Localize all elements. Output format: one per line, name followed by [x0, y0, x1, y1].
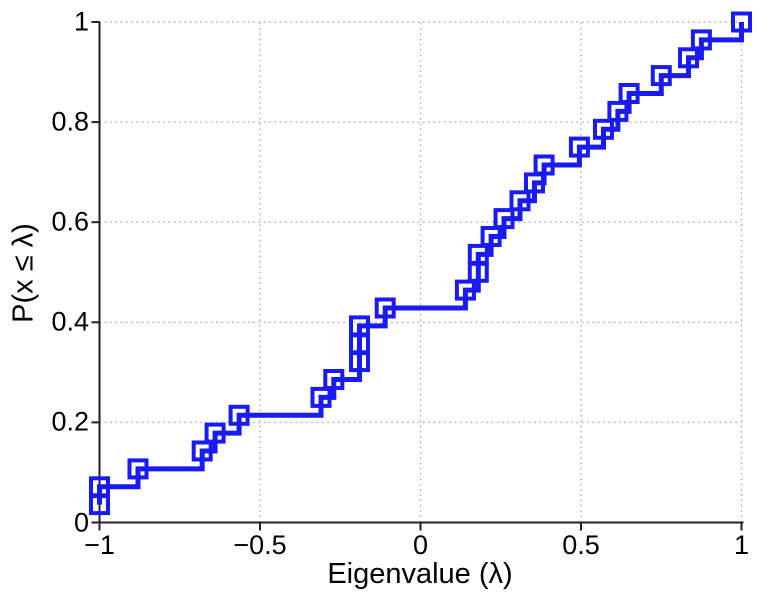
y-tick-label: 0 [73, 507, 89, 537]
y-tick-label: 0.6 [51, 206, 89, 237]
data-point-marker [480, 226, 502, 247]
data-point-marker [568, 136, 590, 158]
y-axis-label: P(x ≤ λ) [7, 223, 40, 323]
data-point-marker [731, 11, 752, 33]
y-tick-label: 1 [73, 6, 89, 37]
data-point-marker [690, 29, 712, 51]
data-point-marker [127, 458, 149, 480]
x-tick-label: 1 [733, 530, 750, 560]
y-tick-label: 0.8 [51, 106, 89, 137]
data-point-marker [509, 190, 531, 212]
y-tick-label: 0.2 [51, 406, 89, 437]
data-point-marker [678, 47, 699, 69]
data-point-marker [310, 386, 332, 408]
data-point-marker [493, 208, 515, 230]
data-point-marker [89, 476, 110, 498]
data-point-marker [607, 100, 629, 122]
data-point-marker [454, 279, 476, 301]
data-point-marker [228, 404, 250, 426]
data-point-marker [191, 440, 213, 462]
data-point-marker [650, 65, 672, 87]
x-tick-label: 0 [412, 530, 429, 560]
x-tick-label: −0.5 [233, 530, 287, 560]
data-point-marker [467, 243, 489, 265]
data-point-marker [618, 83, 640, 104]
data-point-marker [593, 118, 614, 140]
data-point-marker [204, 422, 226, 444]
x-tick-label: 0.5 [562, 530, 600, 560]
data-point-marker [323, 369, 345, 390]
x-axis-label: Eigenvalue (λ) [327, 558, 513, 590]
data-point-marker [349, 315, 370, 337]
data-point-marker [374, 297, 396, 319]
x-tick-label: −1 [84, 530, 115, 560]
y-tick-label: 0.4 [51, 306, 89, 337]
data-point-marker [533, 154, 555, 176]
ecdf-step-curve [97, 22, 744, 505]
